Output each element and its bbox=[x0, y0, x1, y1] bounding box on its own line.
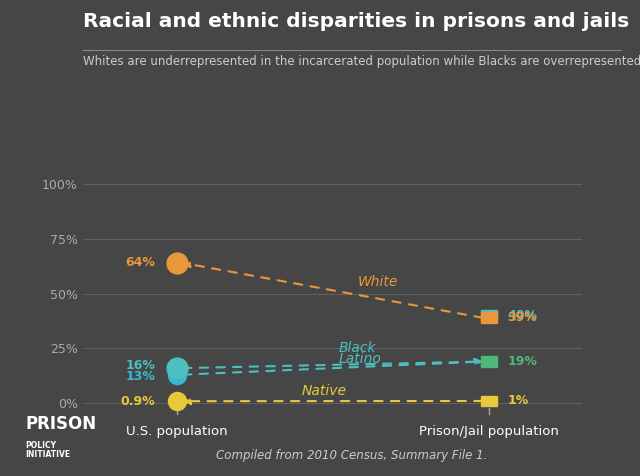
Text: 40%: 40% bbox=[508, 309, 538, 322]
Text: White: White bbox=[358, 275, 398, 289]
Text: PRISON: PRISON bbox=[26, 415, 97, 433]
Text: 64%: 64% bbox=[125, 257, 155, 269]
Text: Black: Black bbox=[339, 341, 376, 355]
Text: POLICY: POLICY bbox=[26, 441, 56, 450]
Text: Racial and ethnic disparities in prisons and jails: Racial and ethnic disparities in prisons… bbox=[83, 12, 630, 31]
Text: Native: Native bbox=[301, 384, 347, 397]
FancyBboxPatch shape bbox=[481, 310, 497, 321]
Text: Whites are underrepresented in the incarcerated population while Blacks are over: Whites are underrepresented in the incar… bbox=[83, 55, 640, 68]
Text: Compiled from 2010 Census, Summary File 1.: Compiled from 2010 Census, Summary File … bbox=[216, 449, 488, 462]
FancyBboxPatch shape bbox=[481, 396, 497, 407]
Text: 1%: 1% bbox=[508, 395, 529, 407]
Text: 16%: 16% bbox=[125, 359, 155, 372]
Text: 39%: 39% bbox=[508, 311, 537, 324]
Text: 0.9%: 0.9% bbox=[120, 395, 155, 408]
Text: 19%: 19% bbox=[508, 355, 538, 368]
FancyBboxPatch shape bbox=[481, 312, 497, 323]
Text: INITIATIVE: INITIATIVE bbox=[26, 450, 71, 459]
FancyBboxPatch shape bbox=[481, 356, 497, 367]
Text: 13%: 13% bbox=[125, 370, 155, 383]
Text: Latino: Latino bbox=[339, 352, 382, 366]
